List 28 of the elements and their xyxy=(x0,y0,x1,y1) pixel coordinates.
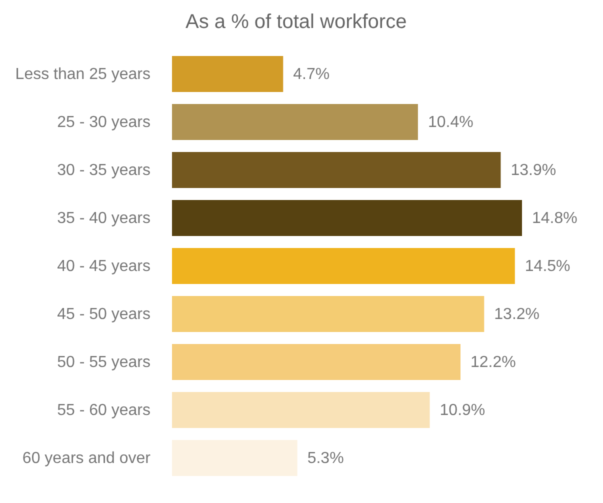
data-label: 5.3% xyxy=(307,450,344,467)
y-tick-label: 35 - 40 years xyxy=(57,210,150,227)
y-tick-label: 55 - 60 years xyxy=(57,402,150,419)
bar xyxy=(172,392,430,428)
chart-title: As a % of total workforce xyxy=(185,11,407,33)
bar xyxy=(172,248,515,284)
y-tick-label: 45 - 50 years xyxy=(57,306,150,323)
bar xyxy=(172,104,418,140)
y-tick-label: 60 years and over xyxy=(22,450,152,467)
y-tick-label: Less than 25 years xyxy=(15,66,150,83)
data-label: 14.5% xyxy=(524,258,570,275)
bar xyxy=(172,296,484,332)
bar xyxy=(172,440,298,476)
y-tick-label: 25 - 30 years xyxy=(57,114,150,131)
bar xyxy=(172,152,501,188)
bar xyxy=(172,56,284,92)
y-tick-label: 50 - 55 years xyxy=(57,354,150,371)
data-label: 10.9% xyxy=(440,402,486,419)
data-label: 4.7% xyxy=(293,66,330,83)
data-label: 10.4% xyxy=(428,114,474,131)
y-tick-label: 40 - 45 years xyxy=(57,258,150,275)
bar xyxy=(172,200,522,236)
data-label: 14.8% xyxy=(532,210,578,227)
data-label: 12.2% xyxy=(470,354,516,371)
data-label: 13.9% xyxy=(510,162,556,179)
data-label: 13.2% xyxy=(494,306,540,323)
bar xyxy=(172,344,461,380)
y-tick-label: 30 - 35 years xyxy=(57,162,150,179)
